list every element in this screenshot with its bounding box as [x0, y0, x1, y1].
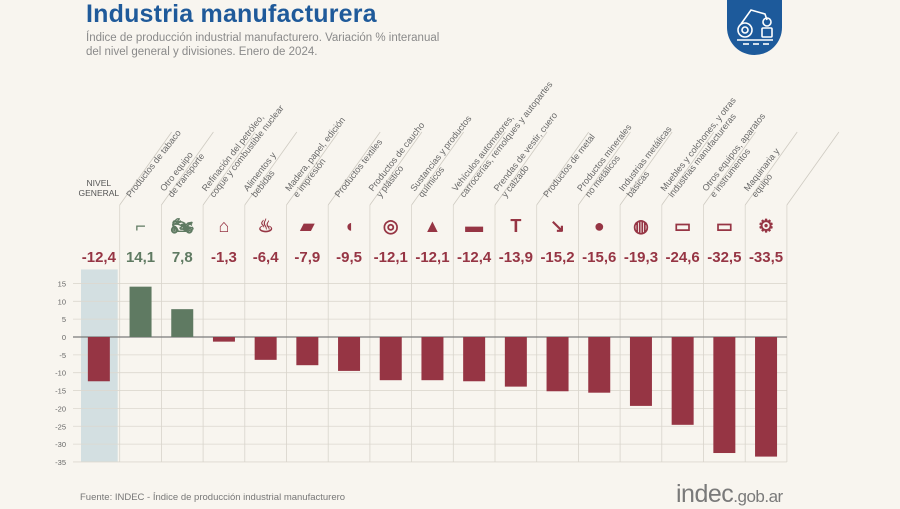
header-divider [661, 131, 715, 206]
header-divider [578, 131, 631, 206]
y-tick-label: -30 [55, 440, 66, 449]
y-tick-label: -10 [55, 369, 66, 378]
industry-badge [727, 0, 782, 55]
bar [504, 337, 527, 387]
bolt-icon: ↘ [550, 216, 565, 236]
header-divider [119, 131, 173, 206]
logo-main: indec [676, 480, 734, 508]
bottle-bread-icon: ♨ [258, 216, 274, 236]
header-divider [703, 131, 756, 206]
shirt-icon: T [510, 216, 521, 236]
logo-domain: .gob.ar [733, 487, 783, 506]
category-label: NIVEL [87, 178, 112, 188]
motorcycle-icon: 🏍 [170, 216, 194, 236]
bar [755, 337, 778, 457]
header-divider [536, 131, 590, 206]
y-tick-label: -20 [55, 404, 66, 413]
bar [87, 337, 110, 382]
source-note: Fuente: INDEC - Índice de producción ind… [80, 492, 346, 503]
value-label: 7,8 [172, 249, 193, 266]
header-divider [327, 131, 381, 206]
tractor-icon: ⚙ [758, 216, 774, 236]
metal-coil-icon: ◍ [633, 216, 649, 236]
header-divider [619, 131, 673, 206]
value-label: -7,9 [294, 249, 320, 266]
bar [546, 337, 569, 392]
header-divider [244, 131, 298, 206]
y-tick-label: -15 [55, 387, 66, 396]
tire-icon: ◎ [383, 216, 399, 236]
value-label: 14,1 [126, 249, 155, 266]
indec-logo[interactable]: indec.gob.ar [676, 480, 783, 509]
header-divider [286, 131, 339, 206]
paper-wood-icon: ▰ [299, 216, 315, 236]
value-label: -19,3 [624, 249, 658, 266]
value-label: -12,4 [457, 249, 492, 266]
bar [212, 337, 235, 342]
header-divider [786, 131, 840, 206]
header-divider [369, 131, 423, 206]
header-divider [161, 131, 214, 206]
value-label: -24,6 [666, 249, 700, 266]
value-label: -9,5 [336, 249, 362, 266]
value-label: -33,5 [749, 249, 783, 266]
y-tick-label: -35 [55, 458, 66, 467]
bar [171, 309, 194, 337]
robot-arm-icon [737, 9, 773, 45]
value-label: -15,6 [582, 249, 616, 266]
value-label: -32,5 [707, 249, 741, 266]
pipe-icon: ⌐ [135, 216, 146, 236]
header-divider [202, 131, 256, 206]
y-tick-label: 5 [62, 315, 66, 324]
bar [588, 337, 611, 393]
laptop-icon: ▭ [716, 216, 733, 236]
car-icon: ▬ [465, 216, 483, 236]
value-label: -13,9 [499, 249, 533, 266]
y-tick-label: 15 [58, 279, 66, 288]
subtitle-line-2: del nivel general y divisiones. Enero de… [86, 46, 318, 58]
category-label: GENERAL [79, 188, 120, 198]
bar [254, 337, 277, 360]
furniture-icon: ▭ [674, 216, 691, 236]
value-label: -15,2 [540, 249, 574, 266]
bar [379, 337, 402, 381]
bar [421, 337, 444, 381]
header-divider [744, 131, 798, 206]
thread-spool-icon: ◖ [344, 216, 355, 236]
y-tick-label: -25 [55, 422, 66, 431]
value-label: -12,4 [82, 249, 117, 266]
bar [129, 286, 152, 337]
bar [713, 337, 736, 454]
page-title: Industria manufacturera [86, 0, 377, 28]
bar [296, 337, 319, 366]
value-label: -12,1 [374, 249, 408, 266]
refinery-icon: ⌂ [219, 216, 230, 236]
page-subtitle: Índice de producción industrial manufact… [86, 31, 506, 59]
bar [671, 337, 694, 425]
y-tick-label: -5 [59, 351, 66, 360]
bar [629, 337, 652, 406]
subtitle-line-1: Índice de producción industrial manufact… [86, 32, 440, 44]
y-tick-label: 10 [58, 297, 66, 306]
header-divider [452, 131, 506, 206]
bar [338, 337, 361, 371]
header-divider [494, 131, 548, 206]
y-tick-label: 0 [62, 333, 66, 342]
header-divider [411, 131, 464, 206]
value-label: -1,3 [211, 249, 237, 266]
value-label: -6,4 [253, 249, 280, 266]
flask-icon: ▲ [424, 216, 442, 236]
value-label: -12,1 [415, 249, 449, 266]
bar [463, 337, 486, 382]
category-label-line: Madera, papel, edición [283, 115, 347, 193]
cement-mixer-icon: ● [594, 216, 605, 236]
